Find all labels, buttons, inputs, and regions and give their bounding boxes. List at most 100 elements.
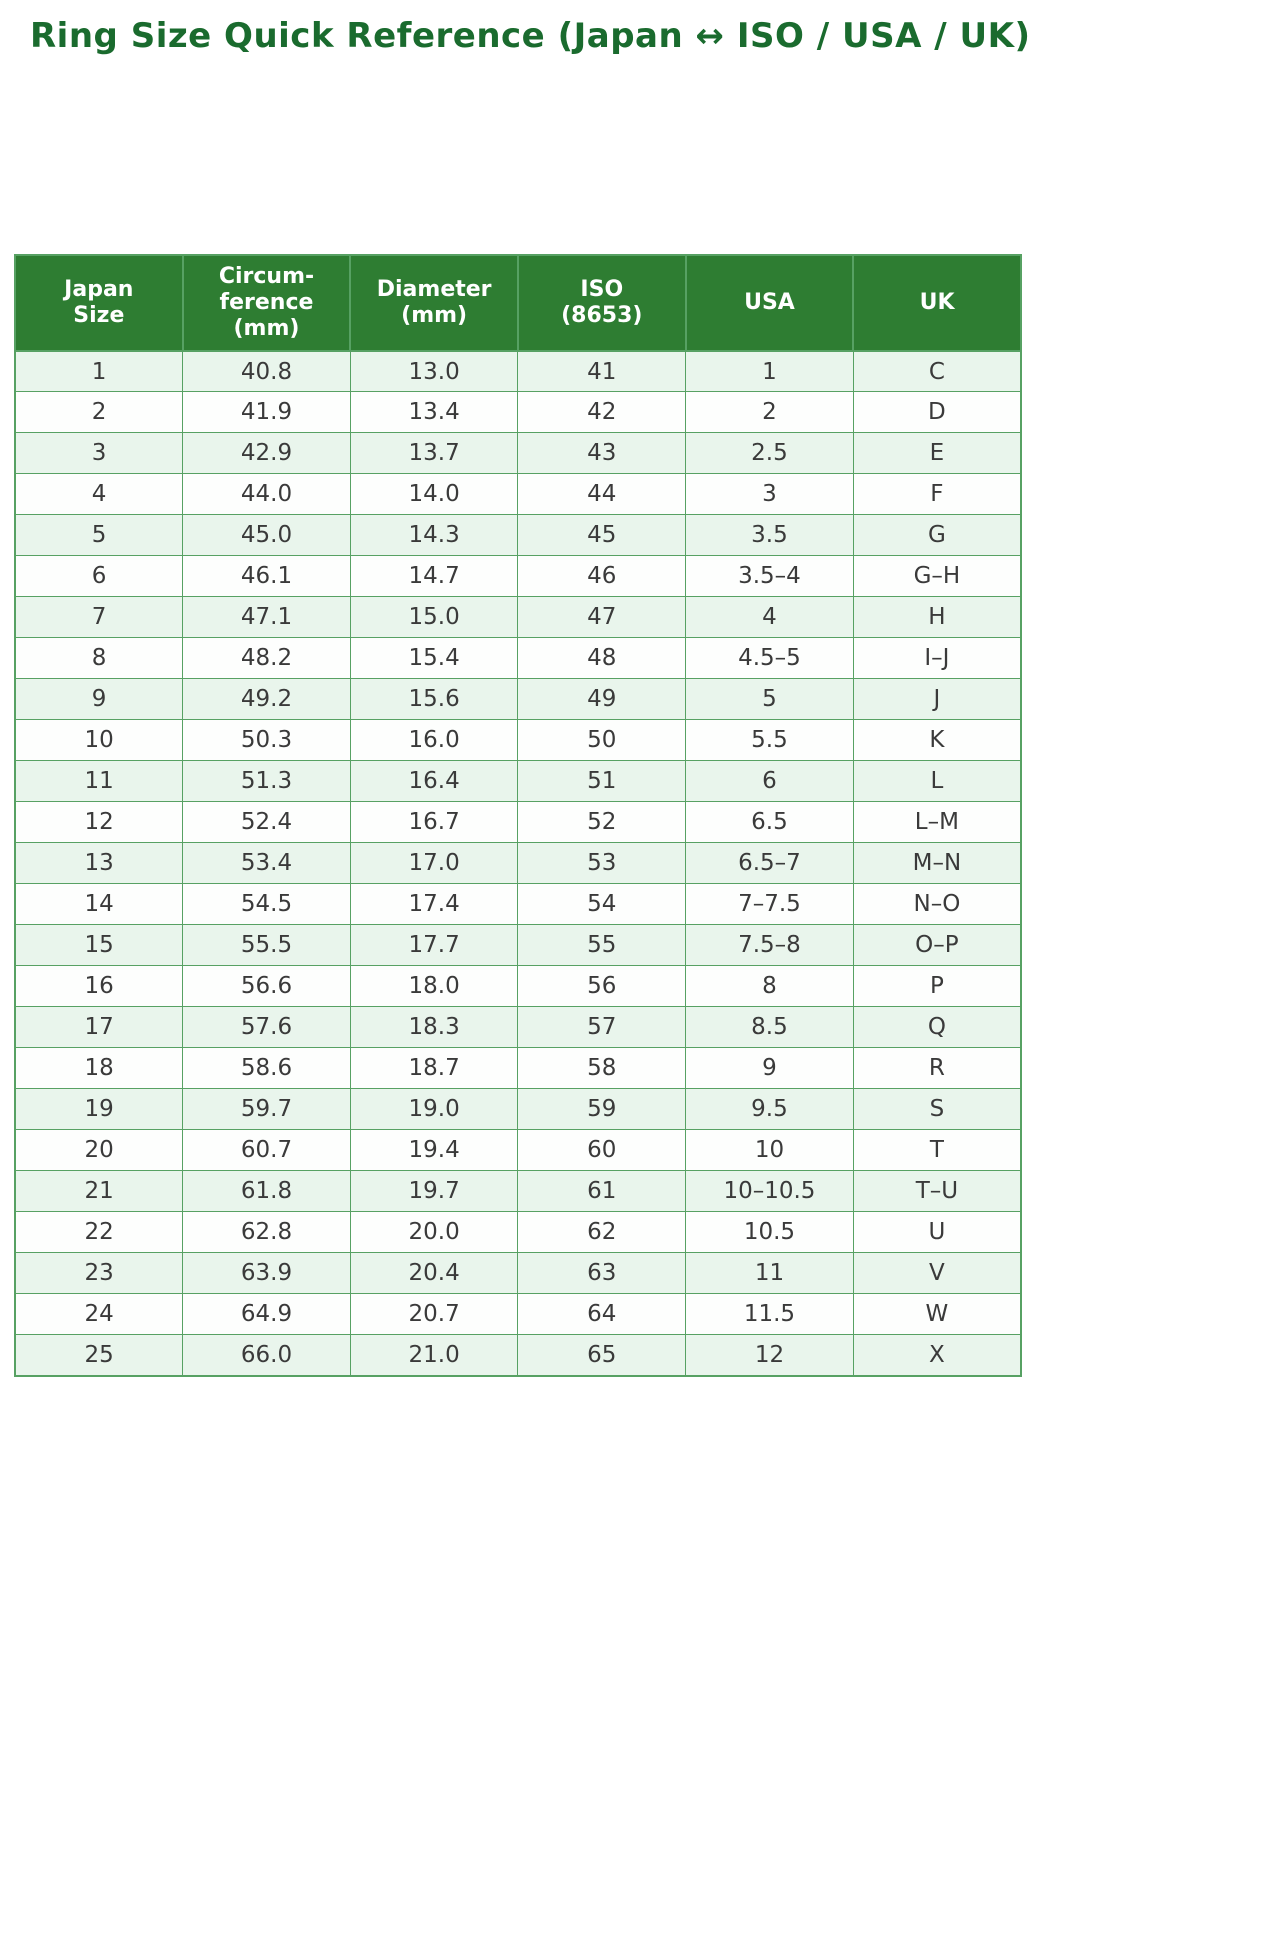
table-cell: 11 [685,1252,854,1295]
table-cell: 16 [14,965,184,1008]
ring-size-table: Japan Size Circum- ference (mm) Diameter (… [14,254,1022,1377]
table-row: 23 63.9 20.4 63 11 V [14,1252,1022,1295]
table-cell: 18.3 [349,1006,519,1049]
table-cell: 63 [517,1252,687,1295]
table-cell: 19.4 [349,1129,519,1172]
table-cell: 59 [517,1088,687,1131]
table-cell: 48 [517,637,687,680]
table-cell: 19.0 [349,1088,519,1131]
table-cell: 10.5 [685,1211,854,1254]
table-row: 4 44.0 14.0 44 3 F [14,473,1022,516]
table-row: 18 58.6 18.7 58 9 R [14,1047,1022,1090]
table-cell: 47.1 [182,596,351,639]
table-cell: 6.5–7 [685,842,854,885]
table-body: 1 40.8 13.0 41 1 C 2 41.9 13.4 42 2 D 3 42.9 13.7 43 2.5… [14,350,1022,1377]
table-cell: 58.6 [182,1047,351,1090]
table-cell: W [852,1293,1022,1336]
table-cell: 45.0 [182,514,351,557]
table-cell: 12 [14,801,184,844]
table-cell: 47 [517,596,687,639]
table-cell: 2 [14,391,184,434]
table-cell: 9 [685,1047,854,1090]
table-cell: 10–10.5 [685,1170,854,1213]
table-cell: 11 [14,760,184,803]
table-cell: 18.7 [349,1047,519,1090]
table-cell: 4 [14,473,184,516]
table-cell: 18 [14,1047,184,1090]
table-cell: Q [852,1006,1022,1049]
table-cell: 8.5 [685,1006,854,1049]
table-row: 11 51.3 16.4 51 6 L [14,760,1022,803]
table-cell: 43 [517,432,687,475]
column-header: ISO (8653) [516,254,687,352]
table-cell: 41.9 [182,391,351,434]
table-cell: R [852,1047,1022,1090]
table-cell: 21 [14,1170,184,1213]
table-row: 21 61.8 19.7 61 10–10.5 T–U [14,1170,1022,1213]
table-row: 7 47.1 15.0 47 4 H [14,596,1022,639]
table-cell: 14.3 [349,514,519,557]
table-cell: 55 [517,924,687,967]
table-cell: T–U [852,1170,1022,1213]
table-cell: 57 [517,1006,687,1049]
table-cell: 54.5 [182,883,351,926]
table-cell: 44 [517,473,687,516]
table-cell: 58 [517,1047,687,1090]
table-cell: 9 [14,678,184,721]
table-cell: G [852,514,1022,557]
table-cell: 13.4 [349,391,519,434]
table-cell: 8 [14,637,184,680]
table-cell: 5.5 [685,719,854,762]
table-cell: 42 [517,391,687,434]
table-cell: 56 [517,965,687,1008]
table-cell: 19 [14,1088,184,1131]
table-row: 16 56.6 18.0 56 8 P [14,965,1022,1008]
table-cell: 17 [14,1006,184,1049]
table-cell: 65 [517,1334,687,1377]
table-cell: D [852,391,1022,434]
table-cell: 46 [517,555,687,598]
table-cell: 15 [14,924,184,967]
table-cell: 15.6 [349,678,519,721]
table-cell: 3 [685,473,854,516]
table-cell: 9.5 [685,1088,854,1131]
table-cell: 3.5 [685,514,854,557]
table-cell: K [852,719,1022,762]
table-cell: 51.3 [182,760,351,803]
table-cell: 3 [14,432,184,475]
table-row: 5 45.0 14.3 45 3.5 G [14,514,1022,557]
table-cell: 12 [685,1334,854,1377]
table-cell: 49 [517,678,687,721]
table-cell: 8 [685,965,854,1008]
table-row: 15 55.5 17.7 55 7.5–8 O–P [14,924,1022,967]
table-cell: 3.5–4 [685,555,854,598]
table-cell: 59.7 [182,1088,351,1131]
table-cell: 40.8 [182,350,351,393]
table-cell: 60.7 [182,1129,351,1172]
table-cell: 17.7 [349,924,519,967]
table-cell: 5 [14,514,184,557]
table-cell: 64 [517,1293,687,1336]
table-row: 22 62.8 20.0 62 10.5 U [14,1211,1022,1254]
table-cell: 46.1 [182,555,351,598]
table-cell: 6.5 [685,801,854,844]
table-row: 14 54.5 17.4 54 7–7.5 N–O [14,883,1022,926]
table-cell: H [852,596,1022,639]
table-cell: F [852,473,1022,516]
table-cell: 48.2 [182,637,351,680]
page: Ring Size Quick Reference (Japan ↔ ISO /… [0,16,1280,1377]
table-cell: 50.3 [182,719,351,762]
table-cell: T [852,1129,1022,1172]
table-cell: 18.0 [349,965,519,1008]
table-cell: 13 [14,842,184,885]
column-header: Diameter (mm) [349,254,519,352]
table-cell: 25 [14,1334,184,1377]
table-cell: 61 [517,1170,687,1213]
table-cell: V [852,1252,1022,1295]
table-cell: 63.9 [182,1252,351,1295]
table-cell: 14 [14,883,184,926]
page-title: Ring Size Quick Reference (Japan ↔ ISO /… [30,16,1031,56]
table-cell: 19.7 [349,1170,519,1213]
table-cell: 50 [517,719,687,762]
header-row: Japan Size Circum- ference (mm) Diameter (… [14,254,1022,352]
